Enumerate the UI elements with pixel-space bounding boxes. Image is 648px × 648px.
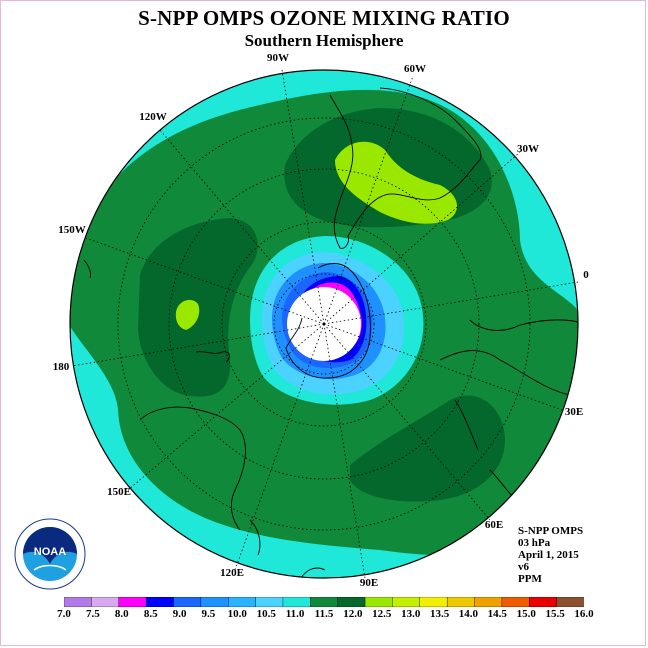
colorbar-swatch <box>337 597 366 607</box>
lon-label-90e: 90E <box>360 577 378 589</box>
colorbar-swatch <box>529 597 558 607</box>
colorbar-swatch <box>282 597 311 607</box>
colorbar-tick-label: 10.5 <box>256 608 276 620</box>
colorbar-swatch <box>419 597 448 607</box>
ozone-field <box>70 70 578 578</box>
lon-label-120w: 120W <box>139 111 167 123</box>
colorbar-tick-label: 10.0 <box>227 608 247 620</box>
colorbar-tick-label: 7.5 <box>86 608 100 620</box>
lon-label-60w: 60W <box>404 63 426 75</box>
lon-label-0: 0 <box>583 269 589 281</box>
lon-label-60e: 60E <box>485 519 503 531</box>
colorbar-swatch <box>173 597 202 607</box>
lon-label-120e: 120E <box>220 567 244 579</box>
graticule <box>71 69 579 579</box>
colorbar-tick-label: 9.0 <box>172 608 187 620</box>
map-border <box>69 69 579 579</box>
colorbar-tick-label: 12.5 <box>372 608 392 620</box>
info-block: S-NPP OMPS 03 hPa April 1, 2015 v6 PPM <box>518 525 583 585</box>
colorbar-tick-label: 13.5 <box>429 608 450 620</box>
colorbar-tick-label: 15.0 <box>516 608 536 620</box>
lon-label-30e: 30E <box>565 406 583 418</box>
colorbar-tick-label: 11.0 <box>285 608 305 620</box>
colorbar-swatch <box>364 597 393 607</box>
info-version: v6 <box>518 561 529 573</box>
colorbar-tick-label: 13.0 <box>401 608 421 620</box>
colorbar-swatch <box>474 597 503 607</box>
colorbar-tick-label: 16.0 <box>574 608 594 620</box>
colorbar-swatch <box>200 597 229 607</box>
map-subtitle: Southern Hemisphere <box>244 31 404 50</box>
colorbar-tick-label: 14.5 <box>487 608 507 620</box>
colorbar-tick-label: 7.0 <box>57 608 71 620</box>
coastlines <box>83 87 578 578</box>
colorbar-swatch <box>64 597 92 607</box>
colorbar-swatch <box>91 597 120 607</box>
colorbar-swatch <box>118 597 147 607</box>
colorbar-swatch <box>446 597 476 607</box>
colorbar-swatch <box>255 597 284 607</box>
info-date: April 1, 2015 <box>518 549 579 561</box>
colorbar <box>64 597 584 607</box>
lon-label-90w: 90W <box>267 52 289 64</box>
map-title: S-NPP OMPS OZONE MIXING RATIO <box>138 6 510 30</box>
colorbar-swatch <box>556 597 584 607</box>
colorbar-swatch <box>310 597 339 607</box>
colorbar-tick-label: 15.5 <box>545 608 565 620</box>
ozone-patch-lime-2 <box>175 299 200 330</box>
noaa-logo-text: NOAA <box>34 546 66 558</box>
lon-label-30w: 30W <box>517 143 539 155</box>
colorbar-swatch <box>228 597 257 607</box>
lon-label-150w: 150W <box>58 224 86 236</box>
lon-label-150e: 150E <box>107 486 131 498</box>
lon-label-180: 180 <box>53 361 70 373</box>
longitude-labels: 90W 60W 30W 0 30E 60E 90E 120E 150E 180 … <box>53 52 590 589</box>
info-pressure: 03 hPa <box>518 537 551 549</box>
info-instrument: S-NPP OMPS <box>518 525 584 537</box>
colorbar-tick-label: 8.5 <box>143 608 158 620</box>
ozone-patch-lime-1 <box>335 141 458 224</box>
noaa-logo-icon: NOAA <box>14 518 86 590</box>
colorbar-tick-label: 11.5 <box>314 608 334 620</box>
colorbar-tick-label: 8.0 <box>114 608 129 620</box>
colorbar-swatch <box>501 597 530 607</box>
info-units: PPM <box>518 573 542 585</box>
colorbar-tick-label: 14.0 <box>458 608 479 620</box>
colorbar-tick-label: 12.0 <box>343 608 363 620</box>
colorbar-tick-label: 9.5 <box>201 608 216 620</box>
colorbar-swatch <box>392 597 421 607</box>
colorbar-swatch <box>145 597 174 607</box>
